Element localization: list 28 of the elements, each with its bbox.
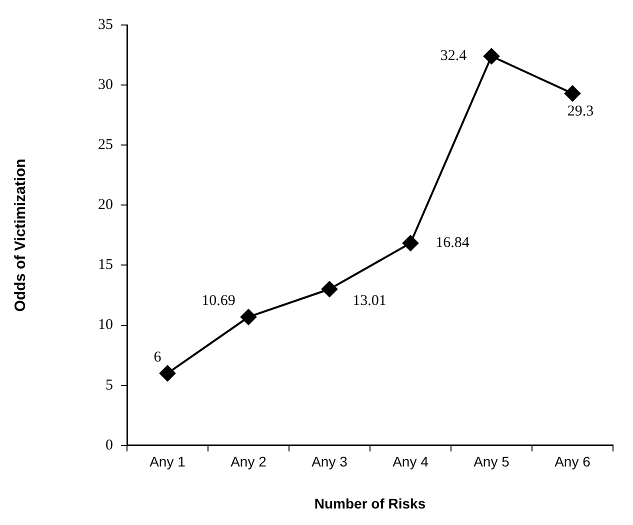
y-tick-label: 35	[98, 16, 113, 33]
data-label: 32.4	[440, 48, 468, 64]
x-tick-label: Any 4	[392, 454, 429, 470]
data-label: 6	[154, 349, 162, 366]
point	[240, 309, 256, 325]
y-tick-label: 20	[98, 197, 113, 214]
x-axis-title: Number of Risks	[314, 495, 426, 512]
data-label: 29.3	[567, 103, 594, 120]
data-label: 10.69	[202, 292, 236, 309]
y-tick-label: 10	[98, 317, 113, 334]
point	[402, 235, 418, 252]
x-tick-label: Any 5	[474, 454, 510, 470]
data-label: 13.01	[352, 293, 386, 310]
x-tick-label: Any 6	[554, 454, 591, 470]
point	[322, 281, 338, 298]
y-axis-title: Odds of Victimization	[12, 158, 30, 312]
y-tick-label: 5	[106, 377, 113, 394]
y-tick-label: 25	[98, 137, 113, 154]
x-tick-label: Any 2	[230, 454, 267, 470]
y-tick-label: 0	[106, 437, 113, 454]
x-tick-label: Any 1	[150, 454, 186, 470]
point	[160, 365, 176, 382]
x-tick-label: Any 3	[312, 454, 348, 470]
data-label: 16.84	[436, 235, 470, 252]
y-tick-label: 30	[98, 76, 113, 93]
y-tick-label: 15	[98, 257, 113, 274]
point	[564, 85, 580, 102]
point	[484, 48, 500, 64]
